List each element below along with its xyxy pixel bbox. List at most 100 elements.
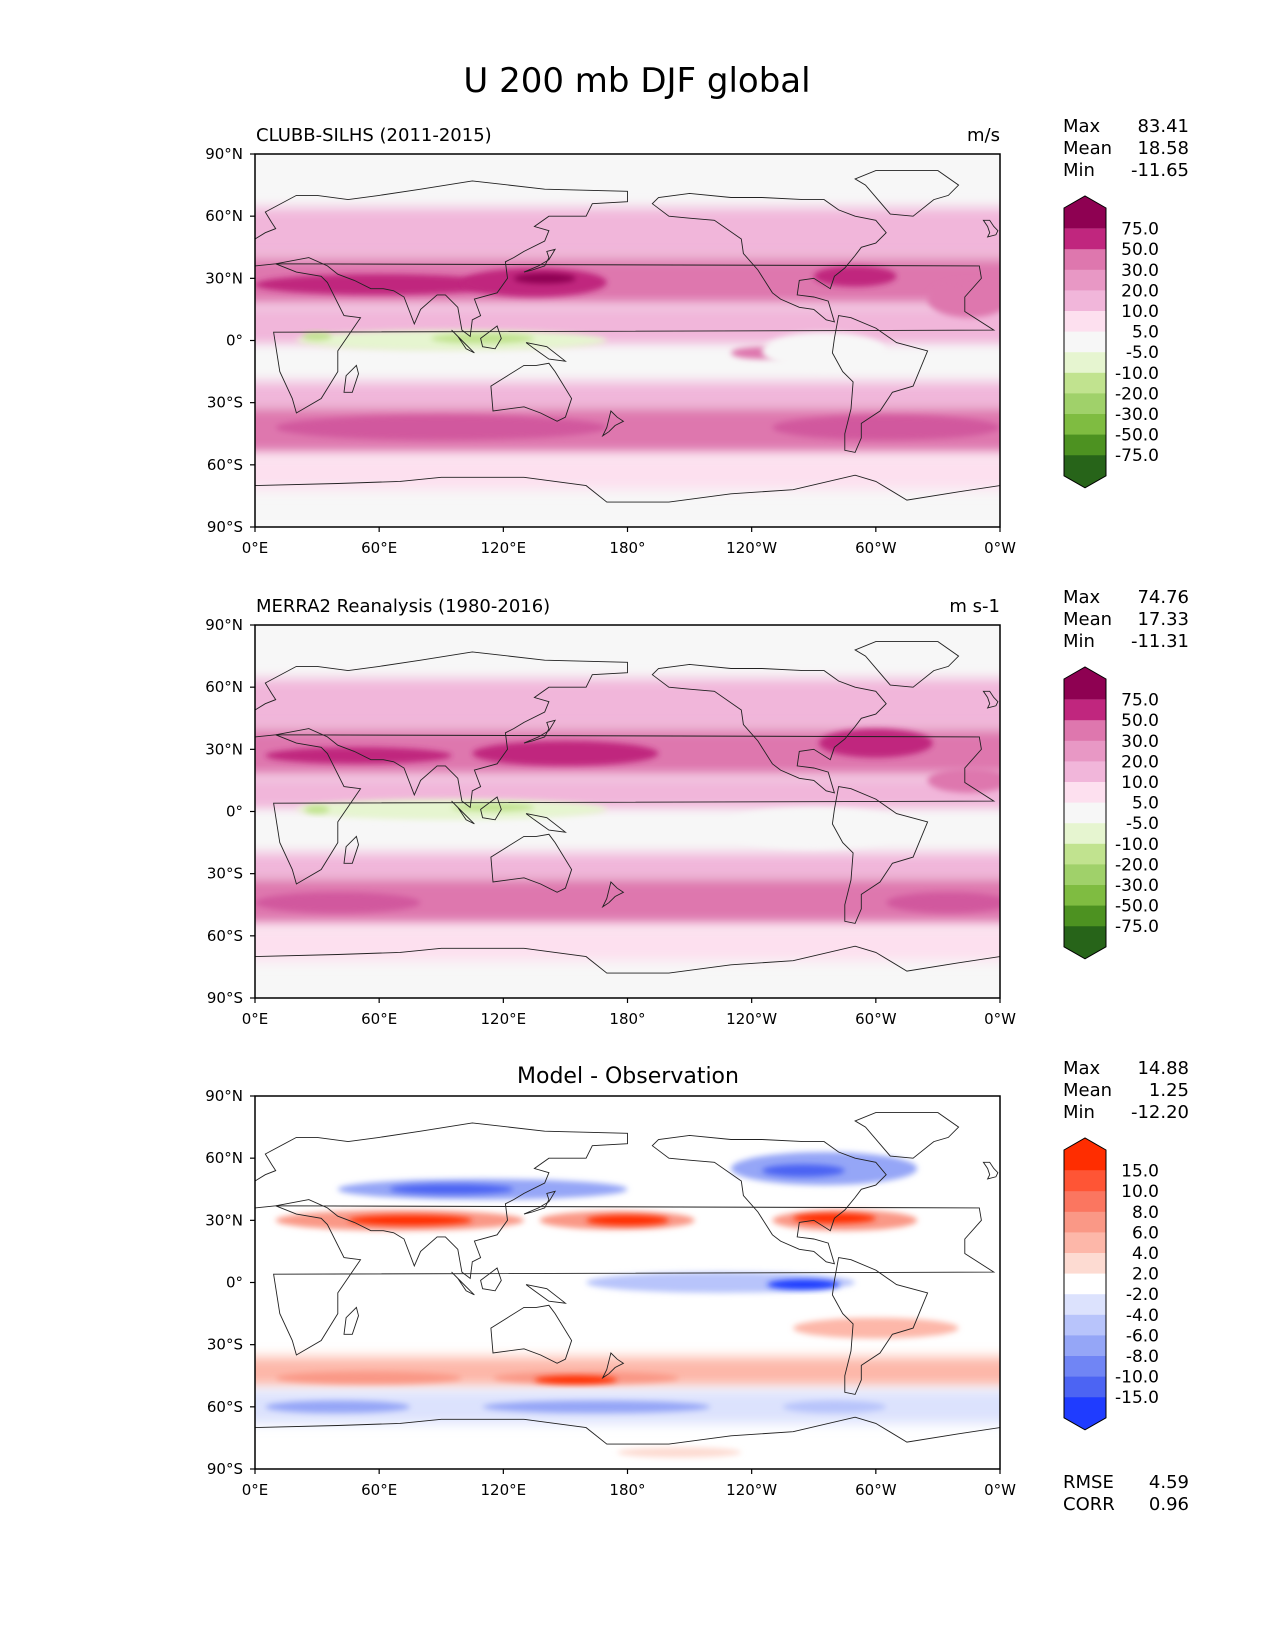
stats-block: Max 14.88 Mean 1.25 Min -12.20: [1063, 1058, 1189, 1123]
y-tick-label: 30°N: [205, 269, 243, 287]
coastline: [601, 1352, 625, 1380]
coastline: [525, 342, 567, 362]
y-tick-label: 90°N: [205, 616, 243, 634]
colorbar-segment: [1064, 1294, 1106, 1316]
colorbar-tick-label: -8.0: [1126, 1347, 1159, 1367]
colorbar-segment: [1064, 1191, 1106, 1213]
colorbar-tick-label: -6.0: [1126, 1326, 1159, 1346]
colorbar-segment: [1064, 1253, 1106, 1275]
coastline: [523, 719, 557, 744]
y-tick-label: 60°N: [205, 1149, 243, 1167]
stat-label: Max: [1063, 1058, 1101, 1079]
coastline: [255, 474, 1000, 527]
contour-band: [255, 925, 1000, 961]
panel-title-center: Model - Observation: [517, 1064, 739, 1089]
y-tick-label: 30°N: [205, 740, 243, 758]
colorbar-tick-label: 30.0: [1121, 261, 1159, 281]
stat-value: -11.65: [1131, 160, 1189, 181]
coastline: [831, 315, 929, 453]
colorbar-tick-label: -15.0: [1115, 1388, 1159, 1408]
colorbar-segment: [1064, 1211, 1106, 1233]
x-tick-label: 60°E: [361, 1481, 397, 1499]
coastline: [343, 835, 359, 864]
colorbar-tick-label: 6.0: [1132, 1223, 1159, 1243]
coastline: [651, 192, 887, 323]
colorbar-tick-label: -30.0: [1115, 405, 1159, 425]
stat-value: 83.41: [1137, 116, 1189, 137]
colorbar-tick-label: 10.0: [1121, 1182, 1159, 1202]
coastline: [982, 219, 999, 238]
y-tick-label: 0°: [226, 332, 243, 350]
colorbar-tick-label: -10.0: [1115, 364, 1159, 384]
error-stats-block: RMSE 4.59 CORR 0.96: [1063, 1472, 1189, 1515]
colorbar-segment: [1064, 434, 1106, 456]
coastline: [490, 1304, 573, 1364]
colorbar-tick-label: -30.0: [1115, 876, 1159, 896]
colorbar: 15.010.08.06.04.02.0-2.0-4.0-6.0-8.0-10.…: [1063, 1137, 1159, 1431]
contour-patch: [302, 332, 332, 341]
contour-patch: [451, 803, 535, 812]
coastline: [480, 1267, 502, 1292]
contour-patch: [617, 1447, 742, 1458]
contour-patch: [782, 1400, 887, 1414]
colorbar-tick-label: 10.0: [1121, 773, 1159, 793]
y-tick-label: 60°N: [205, 678, 243, 696]
x-tick-label: 120°E: [481, 539, 527, 557]
colorbar-segment: [1064, 885, 1106, 907]
stat-value: 4.59: [1149, 1472, 1189, 1493]
coastline: [651, 1134, 887, 1265]
colorbar-segment: [1064, 1314, 1106, 1336]
contour-band: [255, 678, 1000, 729]
y-tick-label: 60°S: [207, 1398, 243, 1416]
colorbar-segment: [1064, 1138, 1106, 1171]
contour-patch: [430, 333, 535, 344]
y-tick-label: 0°: [226, 803, 243, 821]
colorbar-tick-label: -20.0: [1115, 855, 1159, 875]
colorbar-tick-label: 8.0: [1132, 1203, 1159, 1223]
coastline: [490, 833, 573, 893]
y-tick-label: 30°S: [207, 865, 243, 883]
coastline: [651, 663, 887, 794]
colorbar-tick-label: 75.0: [1121, 220, 1159, 240]
coastline: [343, 364, 359, 393]
colorbar-segment: [1064, 699, 1106, 721]
contour-patch: [275, 415, 607, 440]
stat-label: Min: [1063, 1102, 1095, 1123]
panel-units: m s-1: [949, 596, 1000, 617]
colorbar-tick-label: 20.0: [1121, 281, 1159, 301]
coastline: [343, 1306, 359, 1335]
colorbar-tick-label: 2.0: [1132, 1265, 1159, 1285]
colorbar-tick-label: -5.0: [1126, 814, 1159, 834]
colorbar-segment: [1064, 905, 1106, 927]
coastline: [480, 325, 502, 350]
coastline: [255, 180, 628, 338]
colorbar-segment: [1064, 864, 1106, 886]
contour-patch: [886, 892, 1000, 914]
x-tick-label: 120°E: [481, 1010, 527, 1028]
coastline: [982, 1161, 999, 1180]
coastline: [601, 410, 625, 438]
stat-label: Mean: [1063, 1080, 1112, 1101]
contour-patch: [304, 805, 330, 814]
x-tick-label: 60°W: [855, 539, 897, 557]
colorbar-outline: [1063, 666, 1107, 960]
y-tick-label: 60°N: [205, 207, 243, 225]
colorbar-segment: [1064, 249, 1106, 271]
colorbar-segment: [1064, 720, 1106, 742]
colorbar-segment: [1064, 352, 1106, 374]
stat-label: Mean: [1063, 138, 1112, 159]
stat-label: Max: [1063, 587, 1101, 608]
contour-band: [255, 625, 1000, 684]
panel-difference: 0°E 60°E 120°E 180° 120°W 60°W 0°W 90°N 60°N 30°N…: [205, 1058, 1189, 1515]
coastline: [480, 796, 502, 821]
x-tick-label: 0°W: [984, 539, 1016, 557]
y-tick-label: 90°S: [207, 989, 243, 1007]
y-tick-label: 30°S: [207, 1336, 243, 1354]
coastline: [525, 1284, 567, 1304]
x-tick-label: 60°E: [361, 539, 397, 557]
axis-ticks: 0°E 60°E 120°E 180° 120°W 60°W 0°W 90°N 60°N 30°N…: [205, 145, 1016, 557]
contour-patch: [265, 747, 452, 764]
x-tick-label: 180°: [609, 1010, 645, 1028]
coastline: [854, 170, 960, 217]
coastline: [523, 1190, 557, 1215]
